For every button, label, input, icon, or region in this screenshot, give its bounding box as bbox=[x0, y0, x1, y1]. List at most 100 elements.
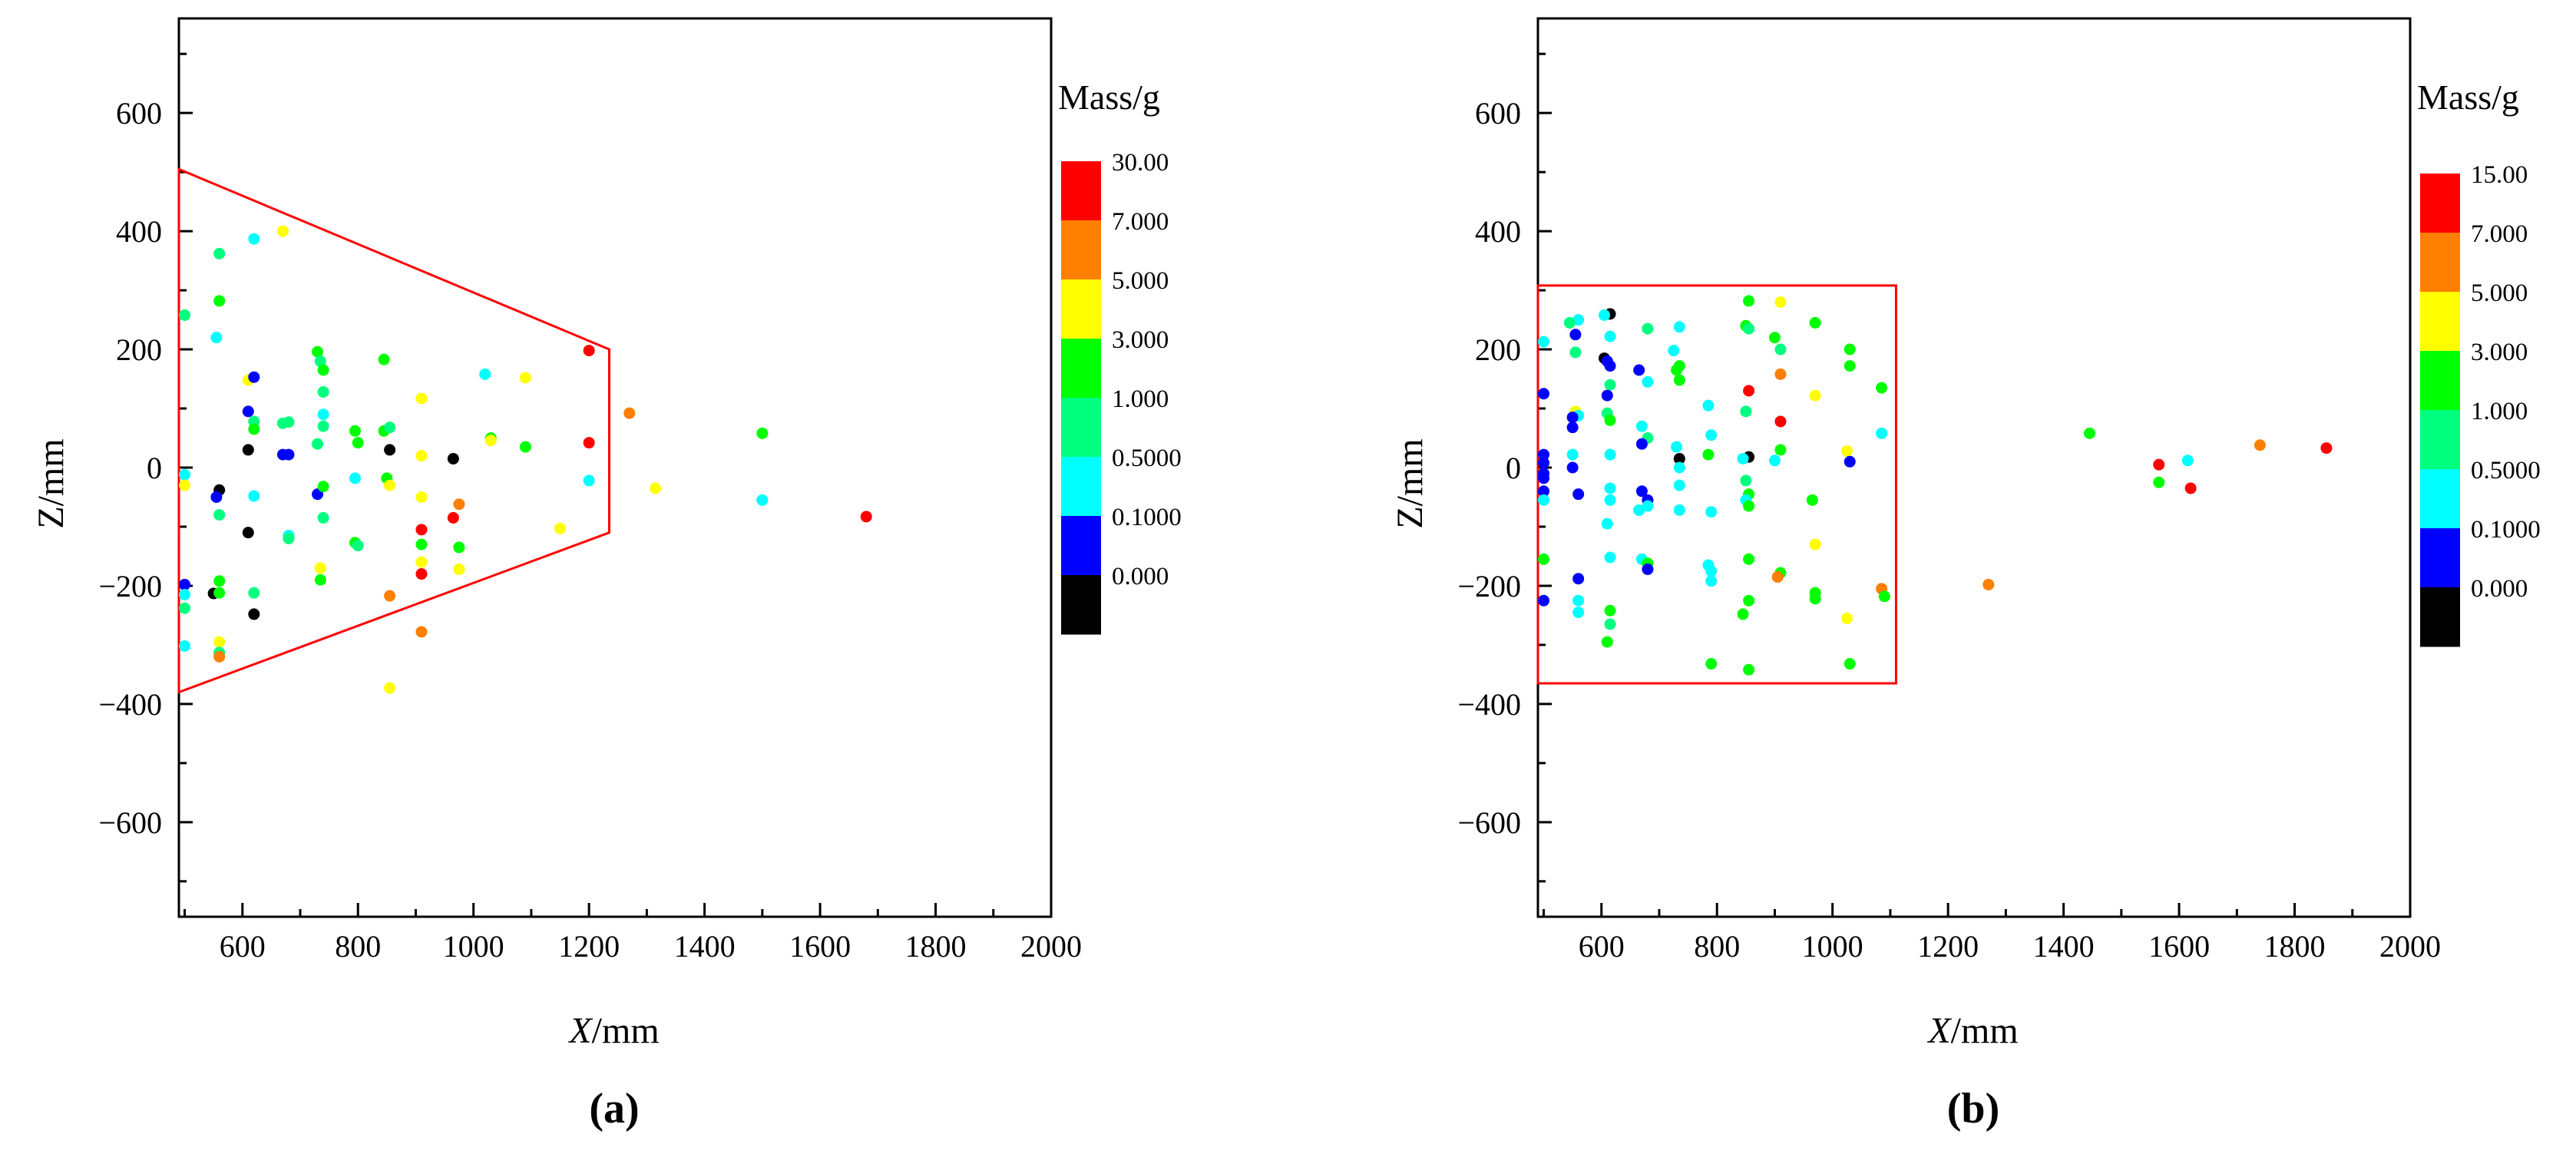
y-axis-title: Z/mm bbox=[31, 438, 71, 528]
data-point bbox=[179, 640, 191, 652]
data-point bbox=[1844, 360, 1856, 372]
y-tick-label: 200 bbox=[1475, 332, 1521, 367]
data-point bbox=[314, 562, 326, 574]
data-point bbox=[312, 346, 324, 358]
data-point bbox=[1705, 429, 1718, 441]
data-point bbox=[317, 364, 329, 376]
data-point bbox=[447, 452, 459, 465]
x-tick-label: 800 bbox=[1694, 929, 1740, 964]
data-point bbox=[1737, 452, 1749, 465]
data-point bbox=[1771, 570, 1784, 583]
data-point bbox=[484, 435, 497, 447]
data-point bbox=[1599, 309, 1611, 321]
data-point bbox=[1737, 608, 1749, 620]
colorbar-segment bbox=[2420, 469, 2460, 529]
data-point bbox=[415, 450, 428, 462]
data-point bbox=[1633, 364, 1645, 376]
data-point bbox=[1604, 448, 1616, 461]
data-point bbox=[384, 682, 396, 694]
colorbar-label: 3.000 bbox=[1112, 326, 1169, 354]
data-point bbox=[312, 438, 324, 450]
data-point bbox=[1538, 336, 1550, 348]
y-tick-label: 600 bbox=[116, 96, 162, 131]
data-point bbox=[1774, 296, 1787, 308]
data-point bbox=[317, 481, 329, 493]
data-point bbox=[1743, 594, 1755, 607]
colorbar-title: Mass/g bbox=[1058, 78, 1160, 117]
data-point bbox=[1673, 479, 1685, 491]
data-point bbox=[1840, 445, 1853, 457]
data-point bbox=[1743, 385, 1755, 397]
data-point bbox=[1671, 441, 1683, 453]
x-tick-label: 1000 bbox=[1802, 929, 1863, 964]
y-tick-label: −400 bbox=[1457, 687, 1521, 722]
data-point bbox=[248, 490, 260, 502]
scatter-points bbox=[1538, 295, 2333, 676]
data-point bbox=[415, 626, 428, 638]
data-point bbox=[756, 427, 769, 439]
y-tick-label: 0 bbox=[1506, 451, 1521, 485]
data-point bbox=[1705, 565, 1718, 577]
colorbar-segment bbox=[2420, 292, 2460, 352]
colorbar-segment bbox=[1061, 220, 1101, 280]
x-tick-label: 1400 bbox=[674, 929, 736, 964]
data-point bbox=[1876, 382, 1888, 394]
data-point bbox=[860, 511, 872, 523]
data-point bbox=[1538, 594, 1550, 607]
data-point bbox=[2320, 442, 2333, 455]
data-point bbox=[213, 587, 226, 599]
data-point bbox=[1633, 504, 1645, 516]
data-point bbox=[1809, 316, 1821, 329]
data-point bbox=[1635, 485, 1648, 498]
colorbar-segment bbox=[2420, 587, 2460, 647]
colorbar-segment bbox=[2420, 233, 2460, 293]
data-point bbox=[1566, 448, 1579, 461]
data-point bbox=[415, 392, 428, 405]
data-point bbox=[1566, 461, 1579, 474]
data-point bbox=[242, 444, 254, 456]
data-point bbox=[317, 385, 329, 398]
data-point bbox=[519, 372, 531, 384]
colorbar: 15.00 7.000 5.000 3.000 1.000 0.5000 0.1000 0.0… bbox=[2420, 161, 2541, 647]
data-point bbox=[179, 468, 191, 481]
x-tick-label: 800 bbox=[335, 929, 381, 964]
data-point bbox=[1673, 321, 1685, 333]
data-point bbox=[415, 568, 428, 580]
colorbar-segment bbox=[1061, 398, 1101, 458]
data-point bbox=[213, 575, 226, 587]
data-point bbox=[583, 345, 595, 357]
data-point bbox=[415, 491, 428, 503]
data-point bbox=[242, 405, 254, 418]
data-point bbox=[1743, 322, 1755, 335]
data-point bbox=[1601, 389, 1613, 402]
data-point bbox=[1635, 438, 1648, 450]
data-point bbox=[179, 309, 191, 321]
colorbar-segment bbox=[1061, 516, 1101, 576]
data-point bbox=[1982, 578, 1995, 590]
colorbar-segment bbox=[1061, 457, 1101, 517]
x-tick-label: 2000 bbox=[1020, 929, 1082, 964]
plot-frame bbox=[177, 17, 1053, 918]
data-point bbox=[314, 355, 326, 367]
colorbar-label: 0.5000 bbox=[2471, 457, 2541, 484]
data-point bbox=[317, 420, 329, 432]
data-point bbox=[213, 650, 226, 663]
colorbar-label: 0.000 bbox=[1112, 563, 1169, 590]
x-tick-label: 1800 bbox=[2264, 929, 2326, 964]
y-tick-label: 0 bbox=[147, 451, 162, 485]
data-point bbox=[1572, 488, 1585, 501]
x-tick-label: 1600 bbox=[789, 929, 851, 964]
data-point bbox=[213, 295, 226, 307]
data-point bbox=[283, 416, 295, 428]
y-tick-label: 200 bbox=[116, 332, 162, 367]
data-point bbox=[1743, 663, 1755, 676]
data-point bbox=[210, 332, 223, 344]
data-point bbox=[1774, 368, 1787, 380]
chart-panel-a: 600 800 1000 1200 1400 1600 1800 2000 600400200… bbox=[31, 17, 1182, 1133]
data-point bbox=[317, 511, 329, 524]
data-point bbox=[1538, 448, 1550, 461]
data-point bbox=[276, 225, 289, 237]
data-point bbox=[2181, 455, 2194, 467]
data-point bbox=[1768, 332, 1781, 344]
